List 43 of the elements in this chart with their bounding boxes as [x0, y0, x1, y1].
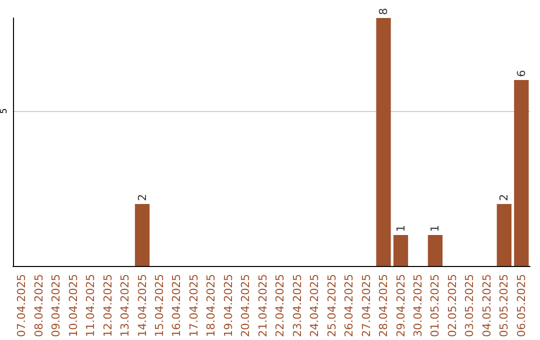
- x-tick-label: 01.05.2025: [428, 274, 442, 338]
- data-label: 1: [394, 225, 408, 232]
- x-tick-label: 09.04.2025: [50, 274, 63, 338]
- x-tick-label: 21.04.2025: [256, 274, 270, 338]
- x-tick-label: 29.04.2025: [394, 274, 408, 338]
- x-tick-label: 12.04.2025: [101, 274, 114, 338]
- data-label: 2: [136, 194, 149, 202]
- x-tick-label: 02.05.2025: [446, 274, 459, 338]
- x-tick-label: 17.04.2025: [187, 274, 200, 338]
- data-label: 6: [514, 70, 528, 78]
- x-tick-label: 22.04.2025: [274, 274, 287, 338]
- x-tick-label: 04.05.2025: [480, 274, 494, 338]
- x-tick-label: 26.04.2025: [342, 274, 356, 338]
- x-tick-label: 05.05.2025: [498, 274, 511, 338]
- data-label: 1: [428, 225, 442, 232]
- data-label: 8: [377, 8, 390, 15]
- x-tick-label: 13.04.2025: [118, 274, 132, 338]
- bar: [376, 18, 391, 266]
- x-tick-label: 18.04.2025: [204, 274, 218, 338]
- data-label: 2: [498, 194, 511, 202]
- y-tick-label: 5: [0, 108, 10, 114]
- x-tick-label: 20.04.2025: [239, 274, 252, 338]
- x-tick-label: 30.04.2025: [411, 274, 424, 338]
- x-tick-label: 19.04.2025: [222, 274, 235, 338]
- x-tick-label: 06.05.2025: [514, 274, 528, 338]
- x-tick-label: 03.05.2025: [463, 274, 476, 338]
- x-tick-label: 25.04.2025: [325, 274, 338, 338]
- x-tick-label: 28.04.2025: [377, 274, 390, 338]
- x-tick-label: 07.04.2025: [15, 274, 28, 338]
- bar: [514, 80, 529, 266]
- x-tick-label: 08.04.2025: [32, 274, 46, 338]
- bar: [428, 235, 443, 266]
- x-tick-label: 23.04.2025: [290, 274, 304, 338]
- bar: [134, 204, 150, 266]
- x-tick-label: 15.04.2025: [152, 274, 166, 338]
- bar: [393, 235, 408, 266]
- x-tick-label: 10.04.2025: [66, 274, 80, 338]
- x-tick-label: 16.04.2025: [170, 274, 184, 338]
- x-tick-label: 14.04.2025: [136, 274, 149, 338]
- x-tick-label: 27.04.2025: [360, 274, 373, 338]
- x-tick-label: 11.04.2025: [84, 274, 98, 338]
- bar: [496, 204, 512, 266]
- x-tick-label: 24.04.2025: [308, 274, 322, 338]
